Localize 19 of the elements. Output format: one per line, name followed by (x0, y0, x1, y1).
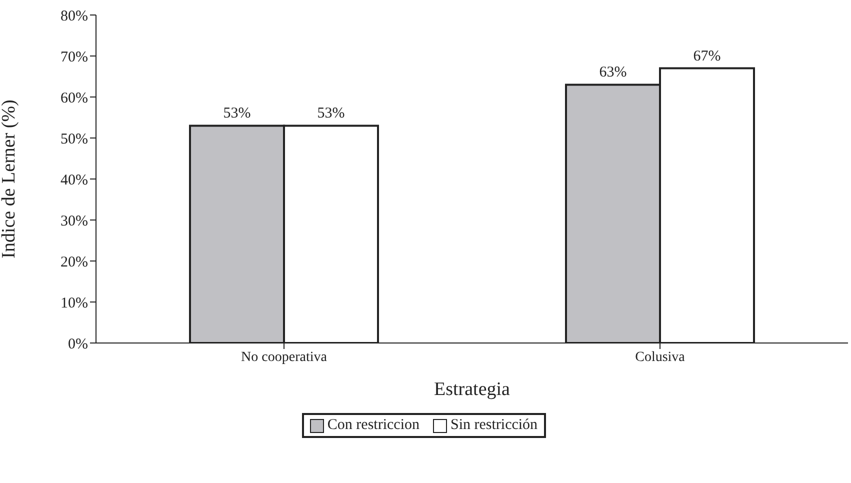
legend-label: Sin restricción (449, 417, 538, 434)
x-tick-label: Colusiva (635, 350, 686, 365)
legend-label: Con restriccion (326, 417, 420, 434)
y-tick-label: 30% (60, 213, 88, 230)
y-tick-label: 40% (60, 172, 88, 188)
y-axis-title: Indice de Lerner (%) (0, 100, 20, 258)
y-tick-label: 0% (68, 336, 88, 352)
y-tick-label: 80% (60, 8, 88, 24)
y-tick-label: 50% (60, 131, 88, 148)
data-label: 53% (223, 106, 251, 122)
y-tick-label: 10% (60, 295, 88, 312)
data-label: 53% (317, 106, 345, 122)
x-tick-label: No cooperativa (241, 350, 328, 365)
y-tick-label: 70% (60, 49, 88, 66)
data-label: 67% (693, 48, 721, 64)
y-tick-label: 60% (60, 90, 88, 106)
data-label: 63% (599, 64, 627, 81)
x-axis-title: Estrategia (434, 379, 511, 400)
y-tick-label: 20% (60, 254, 88, 270)
